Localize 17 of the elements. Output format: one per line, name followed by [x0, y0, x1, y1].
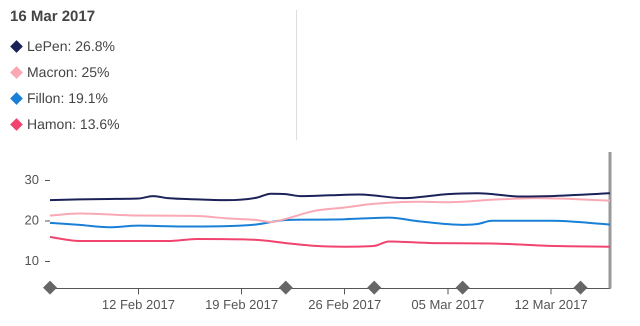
legend-label: LePen: 26.8%	[27, 38, 115, 54]
x-tick-label: 19 Feb 2017	[205, 296, 278, 312]
x-tick-label: 12 Mar 2017	[514, 296, 588, 312]
y-tick-label: 30	[24, 172, 39, 187]
line-series	[49, 197, 611, 224]
legend-title: 16 Mar 2017	[10, 8, 96, 25]
line-series	[49, 192, 611, 202]
legend-label: Hamon: 13.6%	[27, 116, 120, 132]
y-tick-label: 10	[24, 252, 39, 268]
line-series	[49, 216, 611, 228]
legend-label: Macron: 25%	[27, 64, 110, 80]
x-tick-label: 05 Mar 2017	[411, 296, 484, 312]
legend-label: Fillon: 19.1%	[27, 90, 108, 106]
line-series	[49, 236, 611, 248]
x-tick-label: 12 Feb 2017	[102, 296, 175, 312]
y-tick-label: 20	[24, 212, 39, 228]
x-tick-label: 26 Feb 2017	[308, 296, 382, 312]
